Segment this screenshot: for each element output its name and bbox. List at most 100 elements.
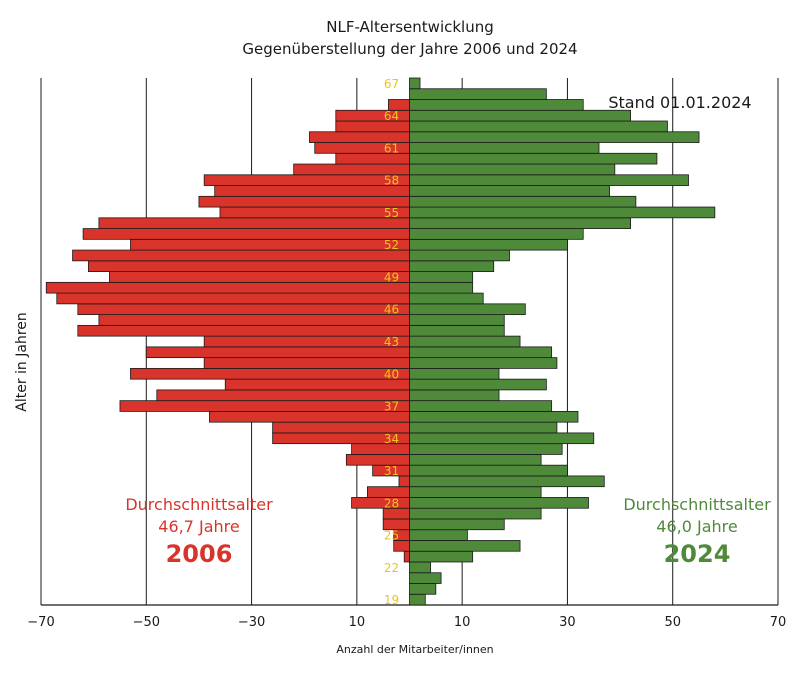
bar-2024-age-61 (409, 142, 600, 154)
bar-2024-age-28 (409, 497, 589, 509)
bar-2006-age-48 (45, 281, 410, 294)
bar-2024-age-40 (409, 367, 500, 380)
age-label-64: 64 (384, 109, 399, 123)
bar-2024-age-51 (409, 249, 510, 262)
bar-2006-age-44 (77, 324, 410, 337)
bar-2006-age-39 (224, 378, 410, 391)
age-label-19: 19 (384, 593, 399, 607)
bar-2024-age-45 (409, 314, 505, 326)
bar-2024-age-52 (409, 238, 568, 251)
x-tick-label-7: 70 (770, 615, 787, 630)
bar-2024-age-36 (409, 411, 579, 423)
bar-2024-age-21 (409, 572, 442, 584)
bar-2006-age-52 (130, 238, 410, 251)
bar-2006-age-56 (198, 195, 410, 208)
bar-2006-age-53 (82, 228, 410, 240)
bar-2024-age-26 (409, 518, 505, 531)
bar-2024-age-57 (409, 185, 610, 197)
x-axis-label: Anzahl der Mitarbeiter/innen (336, 643, 493, 656)
age-label-52: 52 (384, 238, 399, 252)
bar-2006-age-36 (209, 411, 410, 423)
legend-2006-year: 2006 (166, 540, 233, 568)
bar-2006-age-33 (351, 443, 410, 455)
bar-2024-age-50 (409, 260, 495, 272)
bar-2024-age-56 (409, 195, 637, 208)
bar-2024-age-44 (409, 324, 505, 337)
legend-2006-avg-value: 46,7 Jahre (158, 517, 239, 536)
age-label-49: 49 (384, 270, 399, 284)
legend-2024-year: 2024 (664, 540, 731, 568)
bar-2024-age-19 (409, 593, 426, 606)
bar-2006-age-50 (87, 260, 410, 272)
bars-2024 (409, 77, 716, 606)
chart-title: NLF-Altersentwicklung (326, 18, 494, 36)
bar-2024-age-37 (409, 400, 553, 412)
bar-2024-age-33 (409, 443, 563, 455)
chart-subtitle: Gegenüberstellung der Jahre 2006 und 202… (242, 40, 577, 58)
bar-2024-age-55 (409, 206, 716, 219)
bar-2024-age-42 (409, 346, 553, 359)
bar-2024-age-53 (409, 228, 584, 240)
bar-2024-age-43 (409, 335, 521, 348)
bar-2006-age-42 (145, 346, 410, 359)
bar-2006-age-58 (203, 174, 410, 186)
bar-2024-age-65 (409, 99, 584, 111)
bar-2024-age-49 (409, 271, 474, 283)
bar-2024-age-20 (409, 583, 437, 595)
age-label-25: 25 (384, 529, 399, 543)
bar-2006-age-47 (56, 292, 410, 305)
bar-2024-age-64 (409, 109, 632, 122)
bar-2006-age-38 (156, 389, 410, 402)
bar-2006-age-32 (345, 454, 410, 466)
bar-2006-age-55 (219, 206, 410, 219)
bar-2024-age-39 (409, 378, 547, 391)
bar-2024-age-34 (409, 432, 595, 445)
age-tick-labels: 67 64 61 58 55 52 49 46 43 40 37 34 31 28 25 22 19 (384, 77, 399, 607)
bar-2024-age-60 (409, 152, 658, 165)
bar-2006-age-40 (130, 367, 410, 380)
y-axis-label: Alter in Jahren (14, 312, 30, 412)
bar-2024-age-25 (409, 529, 468, 541)
age-label-22: 22 (384, 561, 399, 575)
age-label-58: 58 (384, 174, 399, 188)
bar-2024-age-38 (409, 389, 500, 402)
bar-2006-age-49 (109, 271, 410, 283)
bar-2024-age-29 (409, 486, 542, 498)
stand-annotation: Stand 01.01.2024 (608, 93, 751, 112)
bar-2024-age-24 (409, 540, 521, 552)
bar-2024-age-22 (409, 561, 431, 574)
bar-2024-age-63 (409, 120, 668, 133)
bar-2006-age-51 (72, 249, 410, 262)
bar-2024-age-59 (409, 163, 616, 176)
bar-2006-age-23 (403, 550, 410, 563)
x-tick-label-3: 10 (349, 615, 366, 630)
x-tick-label-2: −30 (238, 615, 265, 630)
bar-2024-age-48 (409, 281, 474, 294)
x-tick-label-4: 10 (454, 615, 471, 630)
bar-2024-age-23 (409, 550, 474, 563)
age-label-61: 61 (384, 141, 399, 155)
bar-2024-age-27 (409, 507, 542, 520)
bar-2024-age-41 (409, 357, 558, 369)
bar-2006-age-28 (351, 497, 410, 509)
bar-2006-age-41 (203, 357, 410, 369)
x-tick-label-0: −70 (27, 615, 54, 630)
x-tick-label-6: 50 (664, 615, 681, 630)
age-label-31: 31 (384, 464, 399, 478)
legend-2024-avg-value: 46,0 Jahre (656, 517, 737, 536)
bar-2024-age-31 (409, 464, 568, 477)
age-label-37: 37 (384, 400, 399, 414)
age-label-67: 67 (384, 77, 399, 91)
bar-2024-age-30 (409, 475, 605, 488)
bar-2006-age-45 (98, 314, 410, 326)
bar-2006-age-46 (77, 303, 410, 316)
age-label-28: 28 (384, 496, 399, 510)
bar-2024-age-54 (409, 217, 632, 229)
bar-2006-age-43 (203, 335, 410, 348)
x-tick-label-5: 30 (559, 615, 576, 630)
age-label-43: 43 (384, 335, 399, 349)
bar-2024-age-46 (409, 303, 526, 316)
bar-2024-age-35 (409, 421, 558, 434)
age-label-34: 34 (384, 432, 399, 446)
